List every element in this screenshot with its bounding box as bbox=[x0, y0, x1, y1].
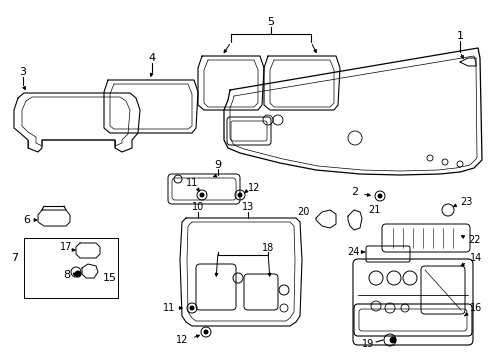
Text: 11: 11 bbox=[163, 303, 175, 313]
Bar bbox=[24, 238, 118, 298]
Text: 8: 8 bbox=[63, 270, 70, 280]
Text: 1: 1 bbox=[456, 31, 463, 41]
Circle shape bbox=[238, 193, 242, 197]
Text: 14: 14 bbox=[469, 253, 481, 263]
Text: 19: 19 bbox=[361, 339, 373, 349]
Text: 13: 13 bbox=[242, 202, 254, 212]
Text: 17: 17 bbox=[60, 242, 72, 252]
Circle shape bbox=[75, 271, 81, 277]
Text: 2: 2 bbox=[350, 187, 357, 197]
Text: 22: 22 bbox=[467, 235, 480, 245]
Text: 6: 6 bbox=[23, 215, 30, 225]
Circle shape bbox=[203, 330, 207, 334]
Text: 10: 10 bbox=[191, 202, 203, 212]
Text: 21: 21 bbox=[367, 205, 380, 215]
Text: 23: 23 bbox=[459, 197, 471, 207]
Text: 11: 11 bbox=[185, 178, 198, 188]
Text: 12: 12 bbox=[175, 335, 187, 345]
Text: 18: 18 bbox=[262, 243, 274, 253]
Circle shape bbox=[200, 193, 203, 197]
Text: 4: 4 bbox=[148, 53, 155, 63]
Text: 9: 9 bbox=[214, 160, 221, 170]
Text: 24: 24 bbox=[347, 247, 359, 257]
Circle shape bbox=[190, 306, 194, 310]
Text: 15: 15 bbox=[103, 273, 117, 283]
Circle shape bbox=[377, 194, 381, 198]
Text: 20: 20 bbox=[297, 207, 309, 217]
Text: 12: 12 bbox=[247, 183, 260, 193]
Circle shape bbox=[389, 337, 395, 343]
Text: 7: 7 bbox=[11, 253, 18, 263]
Text: 3: 3 bbox=[20, 67, 26, 77]
Text: 16: 16 bbox=[469, 303, 481, 313]
Text: 5: 5 bbox=[267, 17, 274, 27]
